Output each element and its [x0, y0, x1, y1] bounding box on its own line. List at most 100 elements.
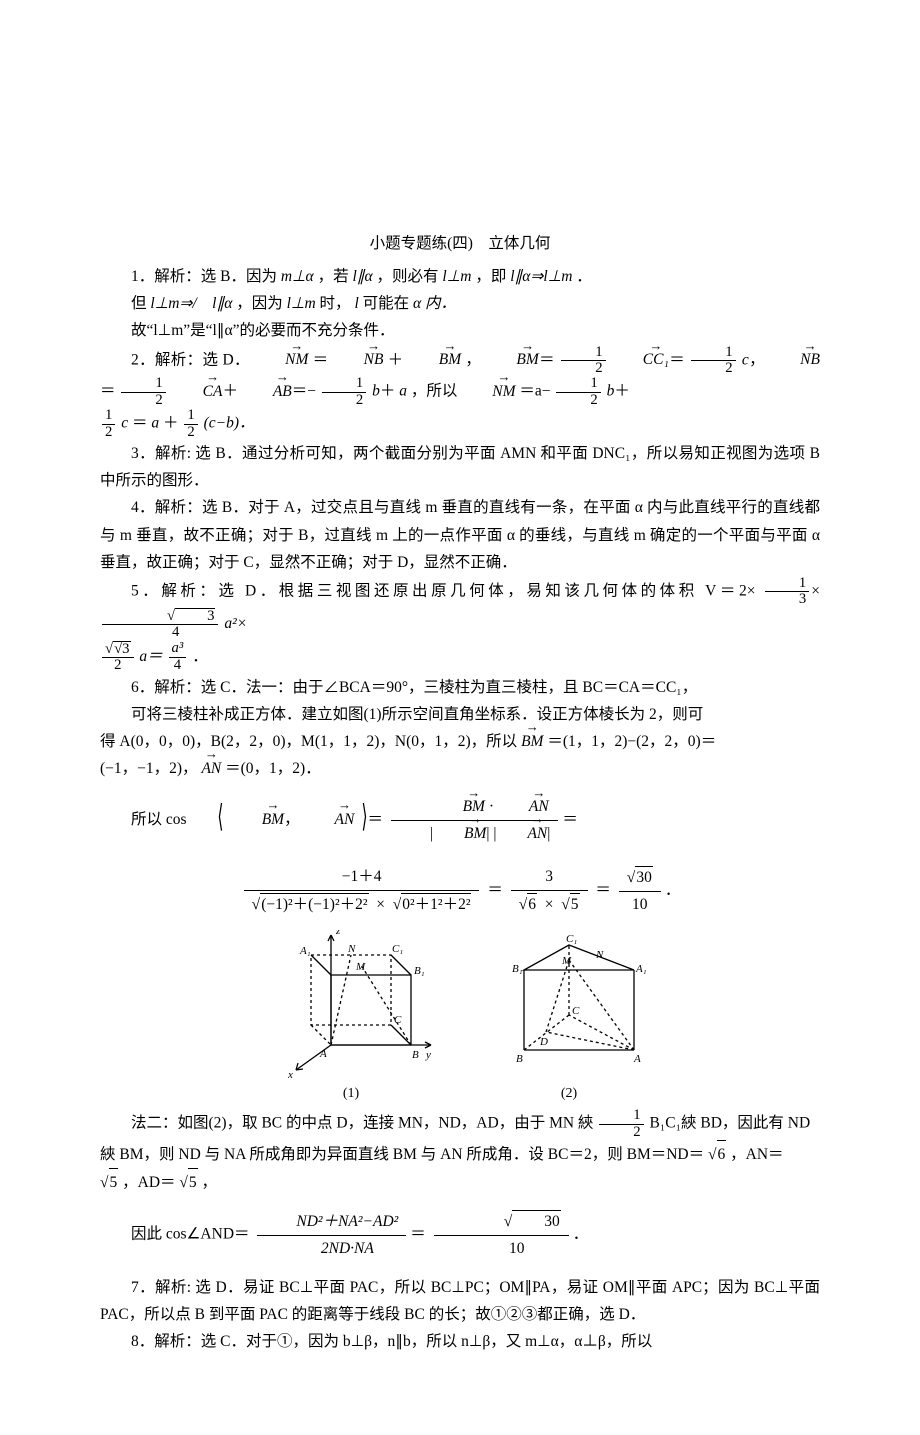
num: 3 [102, 608, 218, 625]
lbl: C₁ [566, 933, 577, 945]
frac: 12 [184, 408, 197, 440]
lbl: C [394, 1014, 402, 1026]
t: l∥α⇒l⊥m [510, 268, 572, 285]
vec-AN: AN [496, 823, 547, 845]
t: 30 [512, 1210, 561, 1233]
lbl: B₁ [414, 965, 425, 977]
den: BM AN [391, 821, 559, 847]
q1-line2: 但 l⊥m⇒/ l∥α ，因为 l⊥m 时， l 可能在 α 内． [100, 290, 820, 317]
den: 2 [599, 1125, 643, 1140]
abs: AN [493, 825, 550, 842]
bigfrac: ND²＋NA²−AD² 2ND·NA [257, 1209, 406, 1261]
frac: 12 [322, 376, 366, 408]
vec-CA: CA [172, 378, 223, 405]
num: 1 [561, 345, 605, 361]
q6-cosAND: 因此 cos∠AND＝ ND²＋NA²−AD² 2ND·NA ＝ 30 10 ． [100, 1202, 820, 1267]
t: ， [202, 1174, 218, 1191]
vec-BM: BM [408, 346, 461, 373]
num: 1 [184, 408, 197, 424]
bigfrac: −1＋4 (−1)²＋(−1)²＋2² × 0²＋1²＋2² [244, 864, 480, 917]
t: ，AN＝ [730, 1146, 783, 1163]
t: ． [576, 268, 592, 285]
cube-diagram-icon: z y x A₁ C₁ B₁ N M A B C [266, 930, 436, 1080]
t: 因此 cos∠AND＝ [131, 1226, 250, 1243]
fig2-caption: (2) [484, 1082, 654, 1107]
frac: 12 [121, 376, 165, 408]
t: 时， [320, 295, 351, 312]
den: 4 [169, 658, 187, 673]
lbl: B [412, 1049, 419, 1061]
q8: 8．解析：选 C．对于①，因为 b⊥β，n∥b，所以 n⊥β，又 m⊥α，α⊥β… [100, 1328, 820, 1355]
frac: 12 [691, 345, 735, 377]
num: 1 [599, 1108, 643, 1124]
t: l∥α [352, 268, 372, 285]
lbl: M [561, 955, 572, 967]
num: −1＋4 [244, 864, 480, 891]
bigfrac: 3 6 × 5 [511, 864, 588, 917]
t: √3 [113, 641, 130, 657]
q6-l1: 6．解析：选 C．法一：由于∠BCA＝90°，三棱柱为直三棱柱，且 BC＝CA＝… [100, 674, 820, 701]
q2-line1: 2．解析：选 D． NM ＝ NB ＋ BM ， BM＝ 12 CC₁＝ 12 … [100, 345, 820, 409]
t: α 内． [413, 295, 456, 312]
q6-cos-eq2: −1＋4 (−1)²＋(−1)²＋2² × 0²＋1²＋2² ＝ 3 6 × 5… [100, 858, 820, 923]
t: (c−b)． [204, 415, 255, 432]
lbl: A₁ [635, 963, 647, 975]
t: 30 [635, 866, 653, 889]
lbl: N [347, 943, 356, 955]
num: 1 [691, 345, 735, 361]
lbl: C₁ [392, 943, 403, 955]
den: 3 [765, 592, 809, 607]
frac: 12 [556, 376, 600, 408]
t: 5 [570, 893, 580, 916]
t: 但 [131, 295, 150, 312]
t: 5 [188, 1168, 198, 1196]
den: 2 [102, 425, 115, 440]
lbl: y [425, 1049, 431, 1061]
den: 2 [184, 425, 197, 440]
angle-pair: BM， AN [190, 806, 363, 833]
den: 10 [619, 892, 661, 918]
t: ＝ [367, 811, 383, 828]
q6-cos-eq1: 所以 cos BM， AN ＝ BM · AN BM AN ＝ [100, 788, 820, 852]
num: 30 [434, 1208, 569, 1236]
t: ＋ [163, 415, 179, 432]
frac: √32 [102, 641, 134, 674]
t: m⊥α [281, 268, 314, 285]
vec-AN: AN [201, 755, 221, 782]
q1-line1: 1．解析：选 B．因为 m⊥α ，若 l∥α ，则必有 l⊥m ，即 l∥α⇒l… [100, 263, 820, 290]
num: 1 [322, 376, 366, 392]
lbl: C [572, 1005, 580, 1017]
sqrt-icon: 30 [627, 866, 653, 889]
sqrt-icon: √3 [105, 641, 131, 657]
page: 小题专题练(四) 立体几何 1．解析：选 B．因为 m⊥α ，若 l∥α ，则必… [0, 0, 920, 1435]
num: 1 [556, 376, 600, 392]
den: 2 [561, 361, 605, 376]
vec-NB: NB [333, 346, 384, 373]
t: ，即 [475, 268, 510, 285]
q3: 3．解析: 选 B．通过分析可知，两个截面分别为平面 AMN 和平面 DNC₁，… [100, 440, 820, 494]
t: ＝(0，1，2)． [225, 760, 321, 777]
sqrt-icon: 5 [100, 1168, 118, 1196]
num: 1 [121, 376, 165, 392]
t: ＝a− [519, 383, 550, 400]
num: √3 [102, 641, 134, 658]
frac: 12 [102, 408, 115, 440]
q2-line2: 12 c ＝ a ＋ 12 (c−b)． [100, 408, 820, 440]
t: 1．解析：选 B．因为 [131, 268, 281, 285]
t: 可能在 [363, 295, 413, 312]
sqrt-icon: (−1)²＋(−1)²＋2² [252, 893, 369, 916]
prism-diagram-icon: C₁ B₁ A₁ M N C B A D [484, 930, 654, 1080]
frac: 12 [561, 345, 605, 377]
den: 2 [691, 361, 735, 376]
t: ＝ [313, 351, 329, 368]
num: 1 [102, 408, 115, 424]
q5-line1: 5．解析：选 D．根据三视图还原出原几何体，易知该几何体的体积 V＝2× 13×… [100, 576, 820, 641]
t: ＝(1，1，2)−(2，2，0)＝ [547, 733, 716, 750]
t: ，若 [318, 268, 353, 285]
num: 3 [511, 864, 588, 891]
t: 所以 cos [131, 811, 187, 828]
den: 2 [556, 393, 600, 408]
frac: 34 [102, 608, 218, 641]
sqrt-icon: 5 [561, 893, 579, 916]
num: 30 [619, 864, 661, 892]
